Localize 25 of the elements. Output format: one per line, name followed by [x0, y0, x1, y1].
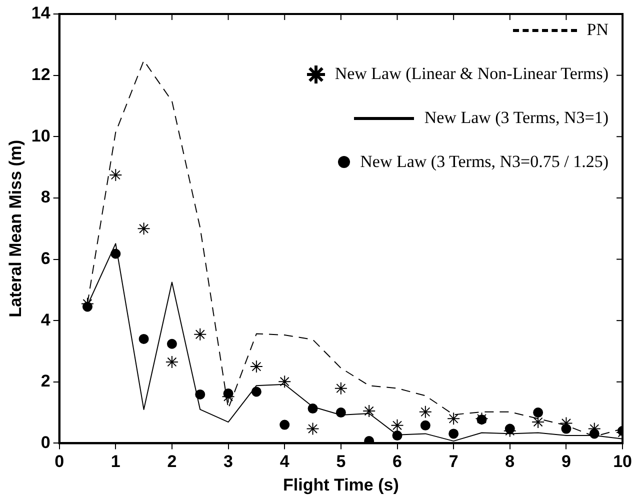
x-axis-title: Flight Time (s) — [283, 475, 399, 494]
x-tick-label: 3 — [224, 452, 234, 472]
x-tick-label: 8 — [505, 452, 515, 472]
y-tick-label: 6 — [40, 248, 50, 268]
x-tick-label: 9 — [561, 452, 571, 472]
x-tick-label: 5 — [336, 452, 346, 472]
x-tick-label: 0 — [54, 452, 64, 472]
y-tick-label: 8 — [40, 188, 50, 207]
x-tick-label: 2 — [167, 452, 177, 472]
y-tick-label: 14 — [31, 4, 51, 23]
y-tick-label: 4 — [40, 310, 51, 330]
x-tick-label: 1 — [110, 452, 120, 472]
x-tick-label: 6 — [392, 452, 402, 472]
y-tick-label: 10 — [31, 126, 50, 146]
legend-label: New Law (Linear & Non-Linear Terms) — [334, 64, 609, 84]
y-tick-label: 0 — [40, 432, 50, 452]
y-tick-label: 2 — [40, 372, 50, 391]
legend-label: PN — [586, 20, 609, 40]
legend-label: New Law (3 Terms, N3=1) — [424, 108, 609, 128]
x-tick-label: 4 — [280, 452, 290, 472]
x-tick-label: 10 — [613, 452, 632, 472]
x-tick-label: 7 — [448, 452, 458, 472]
y-tick-label: 12 — [31, 65, 50, 84]
y-axis-title: Lateral Mean Miss (m) — [6, 140, 25, 318]
legend-label: New Law (3 Terms, N3=0.75 / 1.25) — [360, 152, 609, 172]
